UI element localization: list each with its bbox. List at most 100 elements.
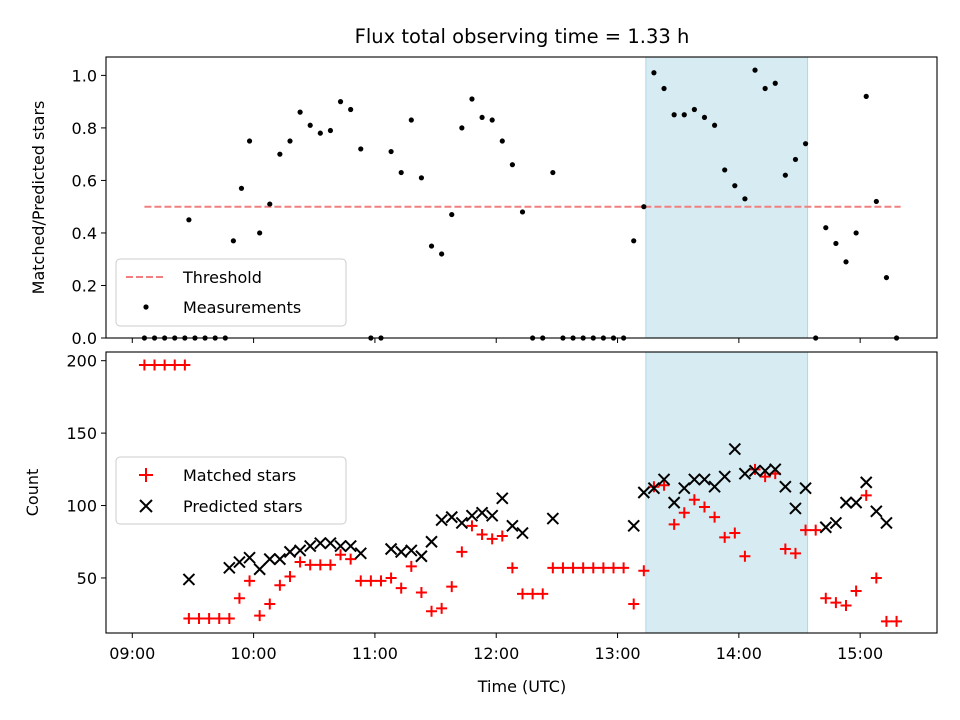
- predicted-star-point: [506, 519, 519, 533]
- legend-predicted-label: Predicted stars: [183, 497, 303, 516]
- legend-threshold-label: Threshold: [182, 268, 262, 287]
- matched-star-point: [789, 547, 801, 559]
- measurement-point: [257, 230, 263, 236]
- matched-stars-points: [138, 359, 903, 627]
- measurement-point: [772, 80, 778, 86]
- predicted-star-point: [496, 492, 509, 505]
- measurement-point: [519, 209, 526, 215]
- predicted-star-point: [273, 552, 287, 566]
- measurement-point: [428, 243, 435, 249]
- matched-star-point: [193, 613, 205, 625]
- measurement-point: [418, 175, 425, 181]
- predicted-star-point: [516, 526, 529, 540]
- measurement-point: [802, 141, 809, 147]
- matched-star-point: [345, 553, 357, 565]
- bottom-panel: 50 100 150 200 09:00 10:00 11:00 12:00 13:00 14:…: [23, 351, 938, 696]
- top-x-ticks: [131, 338, 861, 343]
- matched-star-point: [355, 575, 367, 587]
- predicted-star-point: [779, 480, 792, 493]
- matched-star-point: [304, 559, 316, 571]
- matched-star-point: [557, 562, 569, 574]
- predicted-star-point: [880, 516, 893, 530]
- top-axes-frame: [105, 56, 938, 339]
- matched-star-point: [830, 597, 842, 609]
- predicted-star-point: [546, 512, 560, 525]
- matched-star-point: [820, 592, 832, 604]
- top-y-tick-label: 0.0: [72, 329, 97, 348]
- bottom-y-tick-label: 50: [77, 569, 97, 588]
- matched-star-point: [739, 550, 751, 562]
- top-y-tick-label: 0.2: [72, 276, 97, 295]
- predicted-star-point: [870, 505, 883, 518]
- measurement-point: [408, 117, 414, 123]
- matched-star-point: [476, 529, 488, 541]
- measurement-point: [230, 238, 236, 244]
- matched-star-point: [668, 518, 680, 530]
- measurement-point: [883, 274, 890, 281]
- predicted-star-point: [485, 509, 499, 522]
- predicted-star-point: [435, 513, 448, 527]
- x-tick-label: 10:00: [231, 644, 277, 663]
- measurement-point: [489, 117, 495, 123]
- measurement-point: [651, 70, 657, 76]
- predicted-star-point: [637, 486, 651, 499]
- predicted-star-point: [819, 521, 833, 534]
- predicted-star-point: [647, 481, 661, 495]
- predicted-star-point: [627, 519, 640, 533]
- predicted-star-point: [415, 550, 428, 563]
- measurement-point: [691, 106, 697, 113]
- matched-star-point: [517, 588, 529, 600]
- matched-star-point: [159, 359, 171, 371]
- measurement-point: [238, 185, 245, 191]
- top-panel: 0.0 0.2 0.4 0.6 0.8 1.0 Matched/Predicted sta…: [29, 56, 938, 348]
- x-tick-label: 15:00: [837, 644, 883, 663]
- matched-star-point: [719, 531, 731, 543]
- matched-star-point: [149, 359, 161, 371]
- matched-star-point: [395, 582, 407, 594]
- matched-star-point: [314, 559, 326, 571]
- predicted-star-point: [718, 470, 731, 483]
- matched-star-point: [405, 560, 417, 572]
- predicted-star-point: [758, 464, 772, 477]
- top-legend-box: [115, 258, 347, 327]
- matched-star-point: [223, 613, 235, 625]
- matched-star-point: [567, 562, 579, 574]
- measurement-point: [722, 167, 728, 173]
- predicted-star-point: [334, 539, 347, 553]
- matched-star-point: [179, 359, 191, 371]
- measurement-point: [287, 138, 293, 144]
- measurement-point: [277, 151, 283, 157]
- bottom-y-tick-label: 100: [66, 497, 97, 516]
- predicted-star-point: [667, 496, 681, 509]
- bottom-highlight-band: [645, 351, 809, 634]
- legend-predicted-swatch: [139, 499, 153, 513]
- matched-star-point: [698, 501, 710, 513]
- measurement-point: [327, 127, 334, 134]
- matched-star-point: [183, 613, 195, 625]
- measurement-point: [792, 156, 799, 163]
- top-y-ticks: 0.0 0.2 0.4 0.6 0.8 1.0: [72, 66, 106, 348]
- predicted-star-point: [748, 464, 762, 477]
- measurement-point: [701, 114, 708, 121]
- predicted-star-point: [799, 481, 812, 495]
- measurement-point: [499, 138, 505, 144]
- matched-star-point: [638, 565, 650, 577]
- predicted-star-point: [223, 561, 236, 575]
- matched-star-point: [860, 489, 872, 501]
- matched-star-point: [466, 520, 478, 532]
- measurement-point: [833, 240, 839, 247]
- matched-star-point: [810, 524, 822, 536]
- measurement-point: [631, 238, 637, 244]
- measurement-point: [853, 230, 859, 236]
- legend-matched-swatch: [139, 468, 153, 482]
- measurement-point: [509, 162, 516, 168]
- measurement-point: [267, 201, 273, 207]
- matched-star-point: [607, 562, 619, 574]
- measurement-point: [186, 217, 192, 223]
- bottom-highlight-span: [645, 351, 809, 634]
- top-y-tick-label: 0.6: [72, 171, 97, 190]
- predicted-star-point: [324, 536, 337, 550]
- predicted-star-point: [445, 510, 458, 524]
- predicted-star-point: [405, 544, 418, 557]
- matched-star-point: [264, 598, 276, 610]
